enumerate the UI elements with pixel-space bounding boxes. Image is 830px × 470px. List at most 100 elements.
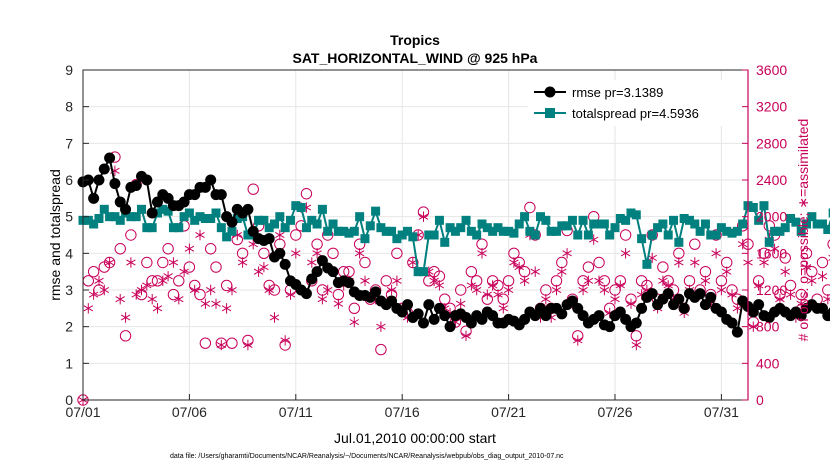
obs-assimilated-point [753, 280, 764, 291]
obs-possible-point [763, 220, 775, 232]
totalspread-point [264, 223, 274, 233]
x-axis-label: Jul.01,2010 00:00:00 start [334, 430, 496, 446]
totalspread-point [408, 232, 418, 242]
obs-assimilated-point [748, 321, 759, 332]
obs-assimilated-point [360, 275, 370, 286]
totalspread-point [137, 204, 147, 214]
totalspread-point [232, 214, 242, 223]
totalspread-point [147, 223, 157, 233]
rmse-point [205, 174, 217, 186]
y-tick-label-right: 3200 [756, 99, 787, 115]
obs-assimilated-point [147, 294, 157, 305]
totalspread-point [546, 226, 556, 236]
y-tick-label-left: 4 [65, 245, 73, 261]
totalspread-point [387, 226, 397, 236]
obs-assimilated-point [83, 303, 94, 314]
rmse-point [673, 293, 685, 305]
totalspread-point [658, 219, 668, 229]
totalspread-point [434, 215, 444, 225]
totalspread-point [381, 226, 391, 236]
totalspread-point [732, 226, 742, 236]
obs-possible-point [162, 243, 174, 255]
totalspread-point [631, 210, 641, 220]
obs-assimilated-point [493, 289, 503, 300]
totalspread-point [259, 215, 269, 225]
rmse-point [130, 180, 142, 191]
obs-possible-point [125, 229, 137, 241]
totalspread-point [583, 230, 593, 240]
obs-possible-point [524, 201, 536, 214]
totalspread-point [567, 215, 577, 225]
rmse-point [88, 192, 100, 204]
rmse-point [556, 308, 568, 320]
totalspread-point [775, 226, 785, 236]
obs-assimilated-point [275, 229, 285, 241]
y-tick-label-left: 6 [65, 172, 73, 188]
obs-possible-point [157, 256, 169, 269]
obs-possible-point [816, 256, 829, 269]
obs-assimilated-point [131, 289, 141, 300]
totalspread-point [812, 219, 822, 229]
legend: rmse pr=3.1389 totalspread pr=4.5936 [528, 80, 742, 126]
totalspread-point [796, 226, 806, 236]
x-tick-label: 07/16 [385, 404, 420, 420]
rmse-point [327, 266, 339, 278]
totalspread-point [828, 208, 830, 218]
y-tick-label-left: 7 [65, 135, 73, 151]
totalspread-point [94, 214, 104, 223]
rmse-point [120, 203, 132, 215]
totalspread-point [168, 223, 178, 233]
obs-possible-point [119, 330, 132, 342]
totalspread-point [323, 226, 333, 236]
obs-possible-point [375, 343, 387, 356]
obs-possible-point [247, 183, 259, 195]
totalspread-point [243, 230, 253, 240]
obs-assimilated-point [142, 280, 152, 291]
totalspread-point [764, 237, 774, 247]
obs-possible-point [327, 247, 339, 260]
totalspread-point [536, 212, 546, 222]
footnote: data file: /Users/gharamti/Documents/NCA… [170, 453, 564, 460]
y-tick-label-left: 5 [65, 209, 73, 225]
obs-assimilated-point [557, 266, 567, 277]
totalspread-point [355, 212, 365, 222]
rmse-point [439, 310, 451, 322]
x-tick-label: 07/21 [491, 404, 526, 420]
totalspread-point [823, 225, 830, 234]
obs-assimilated-point [205, 284, 216, 296]
obs-assimilated-point [631, 339, 642, 351]
obs-assimilated-point [195, 229, 205, 241]
obs-assimilated-point [503, 284, 514, 296]
totalspread-point [663, 230, 673, 240]
totalspread-point [525, 226, 535, 236]
totalspread-point [285, 215, 295, 225]
totalspread-point [163, 206, 173, 216]
rmse-point [104, 152, 116, 164]
totalspread-point [115, 215, 125, 225]
obs-assimilated-point [259, 261, 269, 273]
y-axis-label-left: rmse and totalspread [47, 169, 63, 301]
obs-assimilated-point [487, 280, 498, 291]
totalspread-point [105, 212, 115, 222]
obs-assimilated-point [211, 298, 221, 309]
totalspread-point [216, 223, 226, 233]
totalspread-point [615, 214, 625, 223]
obs-assimilated-point [482, 289, 493, 300]
totalspread-point [89, 219, 99, 229]
obs-possible-point [173, 275, 185, 287]
obs-assimilated-point [721, 266, 732, 277]
totalspread-point [110, 212, 120, 222]
obs-possible-point [87, 265, 100, 278]
rmse-point [630, 317, 642, 329]
obs-assimilated-point [285, 289, 296, 300]
obs-assimilated-point [562, 248, 572, 259]
y-tick-label-right: 1600 [756, 245, 787, 261]
obs-assimilated-point [716, 284, 727, 296]
obs-possible-point [199, 337, 212, 349]
totalspread-point [317, 204, 327, 214]
rmse-point [109, 178, 121, 190]
obs-assimilated-point [264, 284, 274, 296]
rmse-point [646, 288, 658, 300]
obs-possible-point [226, 337, 238, 349]
obs-assimilated-point [461, 330, 471, 341]
